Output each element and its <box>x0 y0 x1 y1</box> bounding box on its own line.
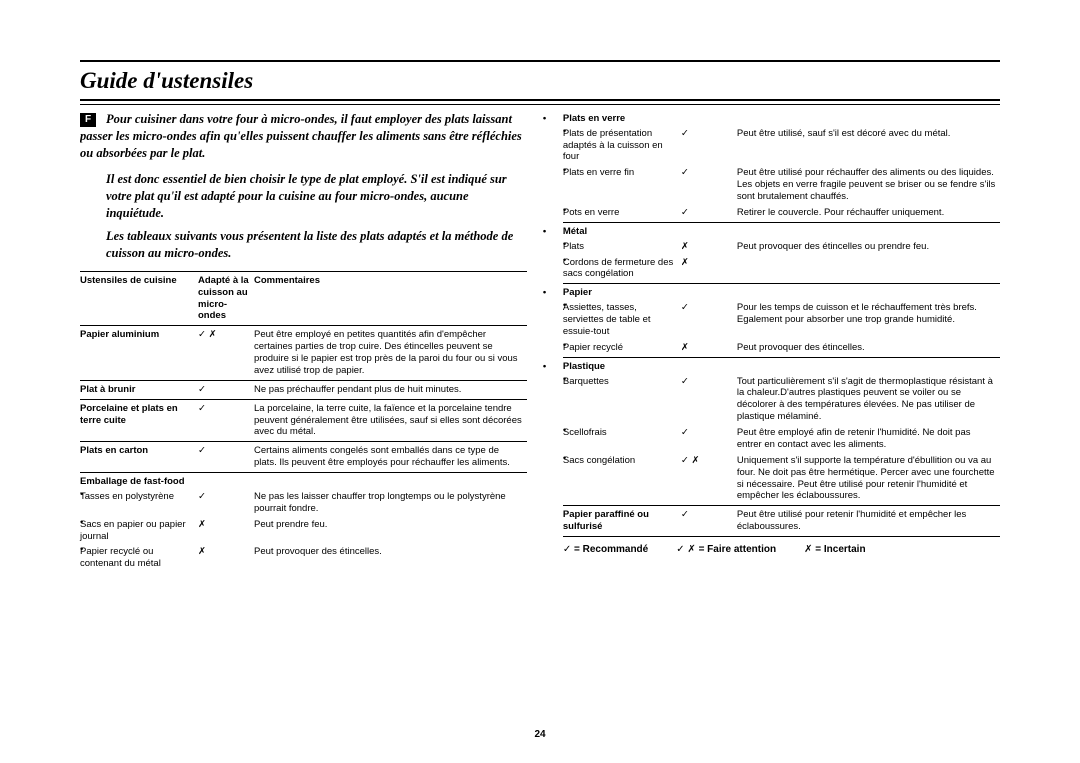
row-symbol: ✓ <box>198 401 254 441</box>
content-columns: F Pour cuisiner dans votre four à micro-… <box>80 111 1000 572</box>
sep <box>80 325 527 326</box>
row-label: Plats en verre fin <box>563 165 681 205</box>
row-label: Porcelaine et plats en terre cuite <box>80 401 198 441</box>
row-symbol: ✗ <box>681 239 737 255</box>
left-column: F Pour cuisiner dans votre four à micro-… <box>80 111 527 572</box>
row-label: Plats de présentation adaptés à la cuiss… <box>563 126 681 166</box>
row-comment: Uniquement s'il supporte la température … <box>737 453 1000 505</box>
row-symbol: ✓ ✗ <box>681 453 737 505</box>
col-header-2: Adapté à la cuisson au micro-ondes <box>198 273 254 325</box>
sep <box>563 536 1000 537</box>
sep <box>80 472 527 473</box>
sep <box>563 283 1000 284</box>
rule-title-thin <box>80 104 1000 105</box>
language-badge: F <box>80 113 96 127</box>
row-symbol: ✓ <box>198 382 254 398</box>
row-symbol: ✓ <box>198 489 254 517</box>
left-table: Ustensiles de cuisine Adapté à la cuisso… <box>80 270 527 572</box>
sep <box>80 441 527 442</box>
page-title: Guide d'ustensiles <box>80 65 1000 99</box>
row-label: Plats en carton <box>80 443 198 471</box>
row-symbol: ✓ <box>681 126 737 166</box>
row-symbol: ✓ <box>681 425 737 453</box>
category-heading: Papier <box>563 285 1000 300</box>
row-comment: Peut être employé afin de retenir l'humi… <box>737 425 1000 453</box>
sep <box>563 222 1000 223</box>
row-symbol: ✗ <box>198 544 254 572</box>
row-comment: Peut être utilisé pour réchauffer des al… <box>737 165 1000 205</box>
sep <box>80 399 527 400</box>
row-label: Sacs en papier ou papier journal <box>80 517 198 545</box>
row-comment: Pour les temps de cuisson et le réchauff… <box>737 300 1000 340</box>
row-symbol: ✓ <box>681 205 737 221</box>
row-comment: Certains aliments congelés sont emballés… <box>254 443 527 471</box>
row-comment: Peut provoquer des étincelles. <box>254 544 527 572</box>
row-comment <box>737 255 1000 283</box>
intro-p3: Les tableaux suivants vous présentent la… <box>106 228 527 262</box>
row-comment: Peut prendre feu. <box>254 517 527 545</box>
col-header-3: Commentaires <box>254 273 527 325</box>
row-symbol: ✗ <box>681 340 737 356</box>
row-symbol: ✓ <box>198 443 254 471</box>
row-label: Papier recyclé ou contenant du métal <box>80 544 198 572</box>
row-label: Cordons de fermeture des sacs congélatio… <box>563 255 681 283</box>
page-number: 24 <box>534 729 545 742</box>
sep <box>563 505 1000 506</box>
row-symbol: ✓ <box>681 300 737 340</box>
intro-p2: Il est donc essentiel de bien choisir le… <box>106 171 527 222</box>
row-comment: Peut provoquer des étincelles. <box>737 340 1000 356</box>
row-comment: Peut être employé en petites quantités a… <box>254 327 527 379</box>
row-symbol: ✗ <box>198 517 254 545</box>
row-label: Barquettes <box>563 374 681 426</box>
rule-top-thick <box>80 60 1000 62</box>
row-symbol: ✓ <box>681 507 737 535</box>
row-comment: Ne pas préchauffer pendant plus de huit … <box>254 382 527 398</box>
row-label: Plat à brunir <box>80 382 198 398</box>
row-label: Assiettes, tasses, serviettes de table e… <box>563 300 681 340</box>
sep <box>563 357 1000 358</box>
row-symbol: ✓ <box>681 374 737 426</box>
row-label: Pots en verre <box>563 205 681 221</box>
sep <box>80 271 527 272</box>
row-comment: La porcelaine, la terre cuite, la faïenc… <box>254 401 527 441</box>
intro-block: F Pour cuisiner dans votre four à micro-… <box>80 111 527 168</box>
right-column: Plats en verre Plats de présentation ada… <box>553 111 1000 572</box>
row-symbol: ✓ ✗ <box>198 327 254 379</box>
row-comment: Peut provoquer des étincelles ou prendre… <box>737 239 1000 255</box>
legend-uncertain: ✗ = Incertain <box>804 544 865 557</box>
row-label: Papier aluminium <box>80 327 198 379</box>
legend: ✓ = Recommandé ✓ ✗ = Faire attention ✗ =… <box>563 544 1000 557</box>
row-label: Papier recyclé <box>563 340 681 356</box>
row-label: Sacs congélation <box>563 453 681 505</box>
category-heading: Métal <box>563 224 1000 239</box>
row-comment: Tout particulièrement s'il s'agit de the… <box>737 374 1000 426</box>
row-label: Papier paraffiné ou sulfurisé <box>563 507 681 535</box>
rule-title-thick <box>80 99 1000 101</box>
category-heading: Emballage de fast-food <box>80 474 527 489</box>
legend-caution: ✓ ✗ = Faire attention <box>676 544 776 557</box>
row-comment: Peut être utilisé pour retenir l'humidit… <box>737 507 1000 535</box>
row-label: Plats <box>563 239 681 255</box>
category-heading: Plats en verre <box>563 111 1000 126</box>
legend-recommended: ✓ = Recommandé <box>563 544 648 557</box>
sep <box>80 380 527 381</box>
category-heading: Plastique <box>563 359 1000 374</box>
row-symbol: ✗ <box>681 255 737 283</box>
row-symbol: ✓ <box>681 165 737 205</box>
right-table: Plats en verre Plats de présentation ada… <box>563 111 1000 538</box>
row-label: Tasses en polystyrène <box>80 489 198 517</box>
row-comment: Ne pas les laisser chauffer trop longtem… <box>254 489 527 517</box>
intro-p1: Pour cuisiner dans votre four à micro-on… <box>80 111 527 162</box>
row-comment: Peut être utilisé, sauf s'il est décoré … <box>737 126 1000 166</box>
row-label: Scellofrais <box>563 425 681 453</box>
col-header-1: Ustensiles de cuisine <box>80 273 198 325</box>
row-comment: Retirer le couvercle. Pour réchauffer un… <box>737 205 1000 221</box>
